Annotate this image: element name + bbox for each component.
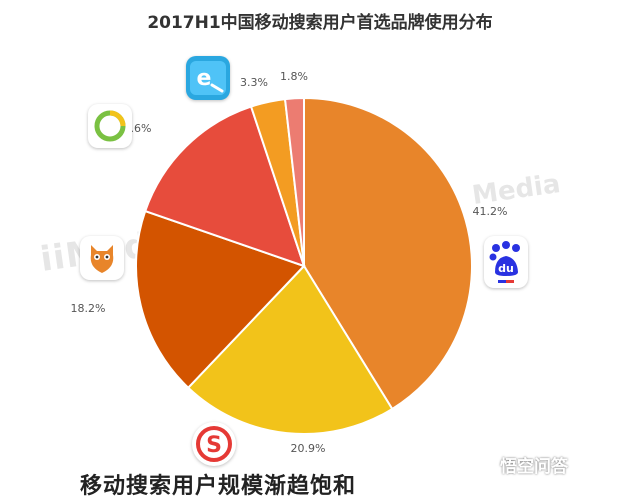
baidu-icon: du: [484, 236, 528, 288]
pie-slice-1: [186, 264, 394, 435]
slice-label-1: 20.9%: [291, 442, 326, 455]
uc-icon: [80, 236, 124, 280]
ie-search-icon: e: [186, 56, 230, 100]
svg-text:e: e: [197, 66, 212, 91]
pie-slice-5: [283, 96, 305, 267]
sogou-icon: S: [192, 422, 236, 466]
slice-label-4: 3.3%: [240, 76, 268, 89]
360-icon: [88, 104, 132, 148]
pie-slice-0: [303, 96, 473, 411]
slice-label-2: 18.2%: [71, 302, 106, 315]
chart-title: 2017H1中国移动搜索用户首选品牌使用分布: [147, 13, 493, 33]
footer-text: 移动搜索用户规模渐趋饱和: [80, 474, 357, 499]
svg-text:du: du: [498, 262, 514, 275]
pie-chart: 41.2%20.9%18.2%14.6%3.3% 1.8%: [71, 70, 508, 455]
pie-slice-2: [135, 209, 306, 390]
svg-text:S: S: [206, 433, 222, 458]
slice-label-5: 1.8%: [280, 70, 308, 83]
slice-label-0: 41.2%: [473, 205, 508, 218]
footer-badge: 悟空问答: [500, 457, 568, 477]
